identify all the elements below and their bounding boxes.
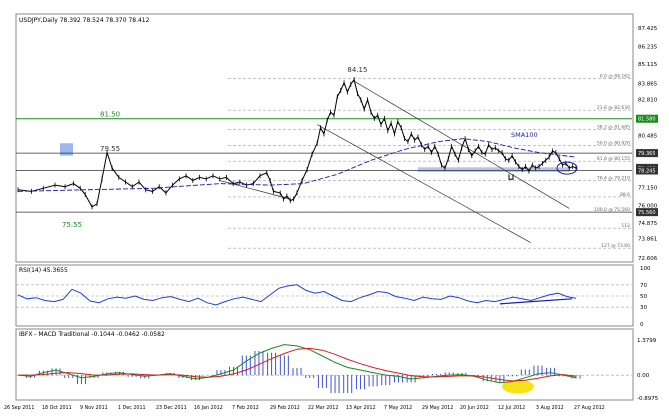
- price-axis-highlight: [636, 114, 658, 123]
- main-y-tick-label: 86.235: [638, 44, 658, 50]
- price-axis-highlight: [636, 208, 658, 217]
- fib-level-label: 50.0 @ 80.920: [597, 140, 630, 146]
- macd-panel-title: IBFX - MACD Traditional -0.1044 -0.0462 …: [19, 331, 165, 338]
- fib-level-label: 100.0 @ 75.560: [594, 207, 630, 213]
- macd-highlight: [502, 379, 534, 394]
- x-axis-label: 27 Aug 2012: [574, 405, 605, 411]
- macd-line: [17, 344, 577, 384]
- x-axis-label: 18 Oct 2011: [42, 405, 72, 411]
- x-axis-label: 13 Apr 2012: [346, 405, 376, 411]
- rsi-panel-title: RSI(14) 45.3655: [19, 267, 68, 274]
- channel-bottom-line: [316, 124, 531, 243]
- fib-level-label: 112: [621, 223, 630, 229]
- main-y-tick-label: 80.485: [638, 134, 658, 140]
- main-y-tick-label: 74.875: [638, 221, 658, 227]
- support-zone: [418, 167, 570, 172]
- main-y-tick-label: 77.150: [638, 185, 658, 191]
- macd-y-tick-label: -0.8975: [637, 396, 659, 402]
- price-axis-highlight-label: 81.580: [638, 117, 656, 123]
- resistance-zone: [60, 143, 73, 156]
- x-axis-label: 12 Jul 2012: [498, 405, 525, 411]
- sma100-line: [17, 138, 577, 192]
- fib-level-label: 127 @ 73.60: [601, 243, 630, 249]
- annotation-sma-label: SMA100: [511, 131, 538, 139]
- fib-level-label: 0.0 @ 84.162: [600, 74, 630, 80]
- main-y-tick-label: 76.000: [638, 203, 658, 209]
- annotation-peak-label: 84.15: [347, 66, 367, 74]
- x-axis-label: 9 Nov 2011: [80, 405, 108, 411]
- macd-y-tick-label: 0.00: [637, 373, 650, 379]
- main-y-tick-label: 73.861: [638, 237, 657, 243]
- rsi-trendline: [499, 298, 573, 305]
- x-axis-label: 22 Mar 2012: [308, 405, 338, 411]
- fib-level-label: 88.6: [620, 192, 630, 198]
- price-axis-highlight-label: 75.560: [638, 210, 656, 216]
- support-marker: [508, 174, 514, 180]
- fib-level-label: 23.6 @ 82.630: [597, 105, 630, 111]
- x-axis-label: 29 May 2012: [422, 405, 453, 411]
- fib-level-label: 61.8 @ 80.155: [597, 156, 630, 162]
- macd-y-tick-label: 1.3799: [637, 338, 657, 344]
- x-axis-label: 26 Sep 2011: [4, 405, 34, 411]
- rsi-y-tick-label: 0: [640, 322, 644, 328]
- x-axis-label: 7 May 2012: [384, 405, 412, 411]
- annotation-level-label: 81.50: [100, 111, 120, 119]
- fib-level-label: 76.4 @ 79.210: [597, 176, 630, 182]
- rsi-panel[interactable]: [15, 264, 634, 327]
- macd-signal-line: [18, 347, 577, 382]
- main-y-tick-label: 82.810: [638, 98, 658, 104]
- main-panel-title: USDJPY,Daily 78.392 78.524 78.370 78.412: [19, 17, 150, 24]
- rsi-y-tick-label: 70: [640, 283, 647, 289]
- x-axis-label: 1 Dec 2011: [118, 405, 146, 411]
- main-y-tick-label: 72.606: [638, 256, 658, 262]
- x-axis-label: 16 Jan 2012: [194, 405, 223, 411]
- rsi-y-tick-label: 100: [640, 266, 651, 272]
- current-price-circle: [556, 161, 578, 175]
- macd-panel[interactable]: [15, 328, 634, 401]
- x-axis-label: 7 Feb 2012: [232, 405, 259, 411]
- x-axis-label: 23 Dec 2011: [156, 405, 187, 411]
- main-y-tick-label: 85.115: [638, 62, 658, 68]
- price-axis-highlight-label: 78.245: [638, 168, 656, 174]
- main-y-tick-label: 83.865: [638, 81, 658, 87]
- annotation-trough-label: 75.55: [62, 221, 82, 229]
- main-panel[interactable]: [15, 13, 634, 263]
- price-axis-highlight-label: 79.365: [638, 151, 656, 157]
- x-axis-label: 3 Aug 2012: [536, 405, 564, 411]
- rsi-y-tick-label: 50: [640, 294, 647, 300]
- rsi-y-tick-label: 30: [640, 305, 647, 311]
- price-axis-highlight: [636, 166, 658, 175]
- fib-level-label: 38.2 @ 81.685: [597, 125, 630, 131]
- x-axis-label: 20 Jun 2012: [460, 405, 489, 411]
- rsi-line: [17, 284, 577, 306]
- channel-top-line: [353, 80, 570, 209]
- x-axis-label: 29 Feb 2012: [270, 405, 300, 411]
- annotation-level-label: 79.55: [100, 145, 120, 153]
- main-y-tick-label: 87.425: [638, 26, 658, 32]
- price-axis-highlight: [636, 149, 658, 158]
